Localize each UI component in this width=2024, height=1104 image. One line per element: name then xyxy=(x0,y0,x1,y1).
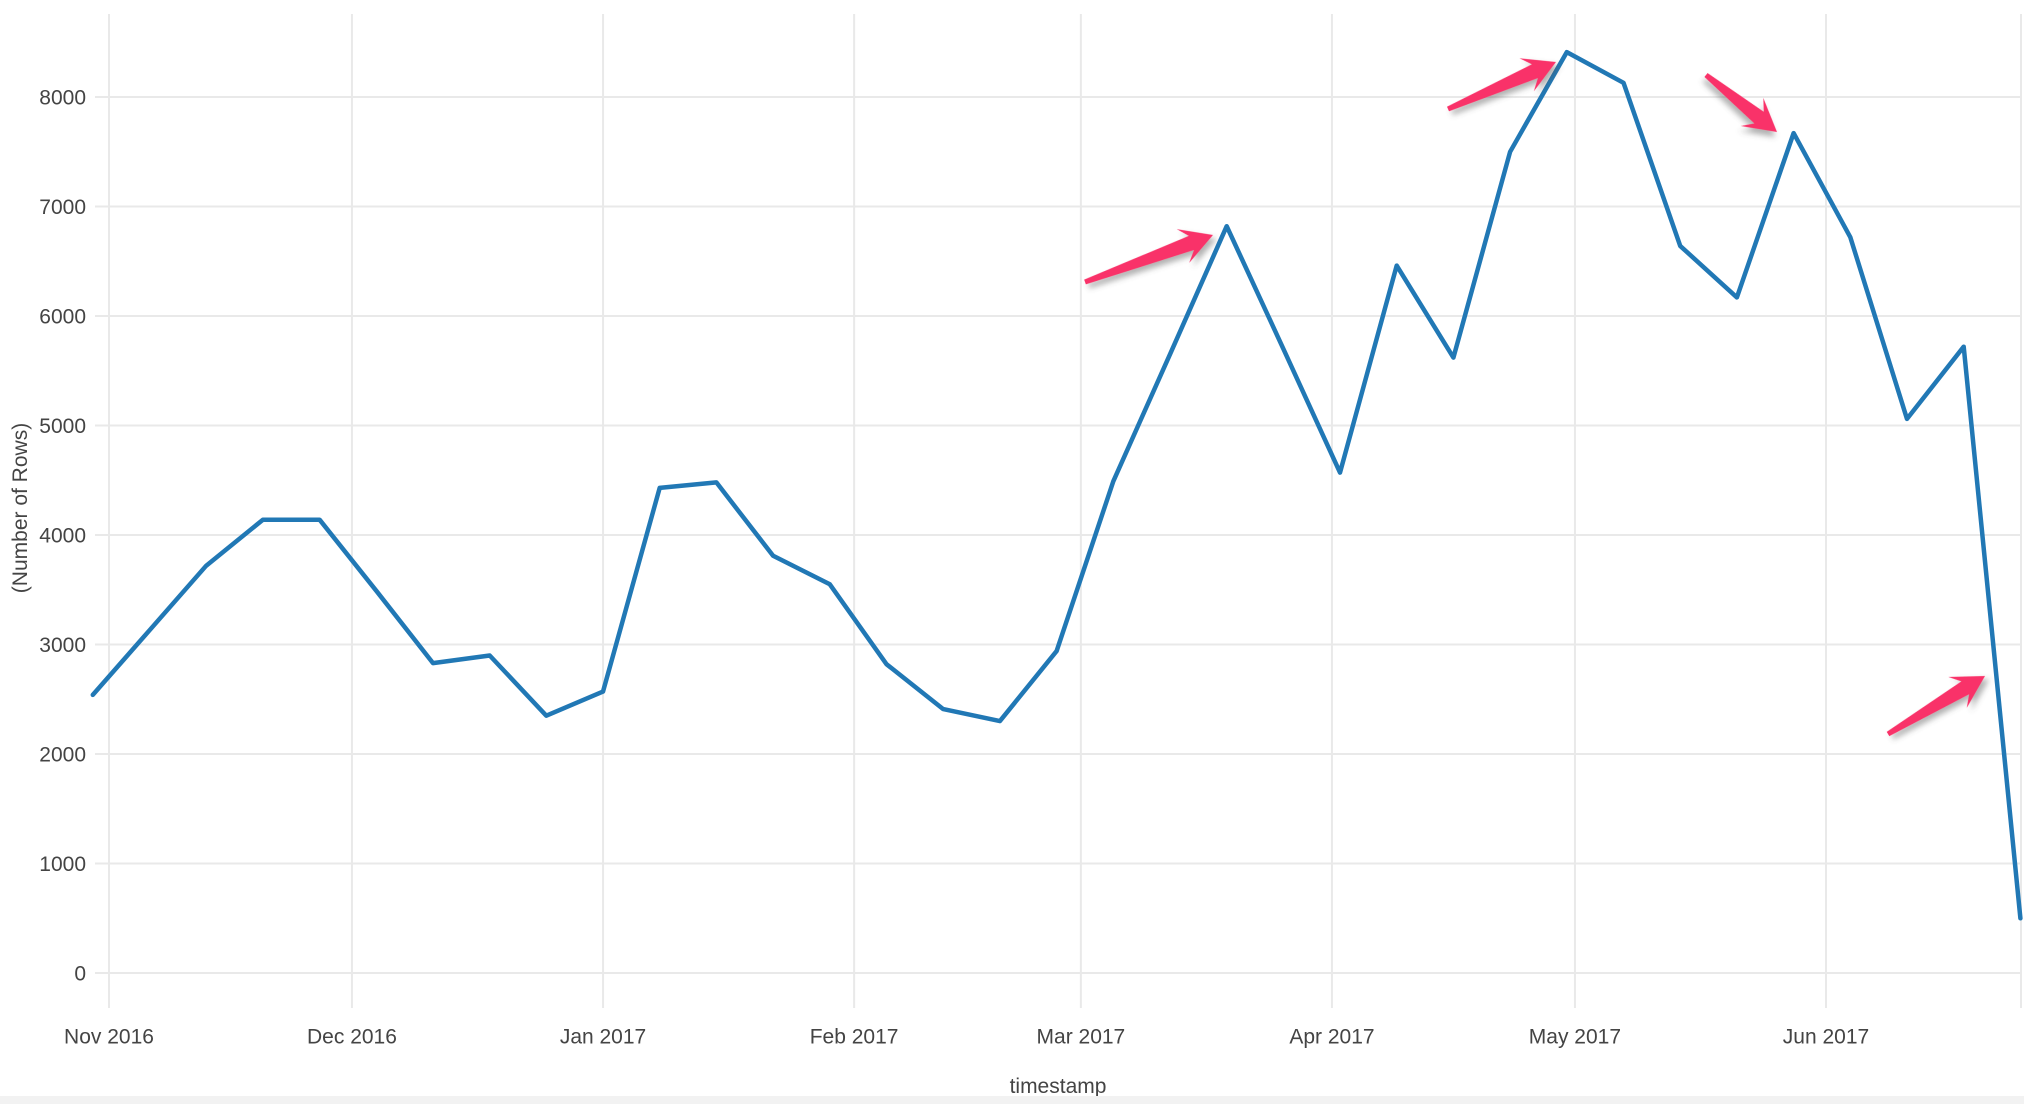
x-tick-label: Nov 2016 xyxy=(64,1025,154,1048)
axis-tick-labels: 0 1000 2000 3000 4000 5000 6000 7000 8000 Nov 201… xyxy=(39,86,1869,1048)
y-tick-label: 7000 xyxy=(39,196,86,219)
y-tick-label: 0 xyxy=(74,962,86,985)
x-tick-label: Apr 2017 xyxy=(1289,1025,1374,1048)
gridlines xyxy=(95,14,2022,1008)
x-axis-title: timestamp xyxy=(1010,1075,1107,1098)
window-bottom-edge xyxy=(0,1096,2024,1104)
y-axis-title: (Number of Rows) xyxy=(9,423,32,593)
y-tick-label: 1000 xyxy=(39,853,86,876)
y-tick-label: 6000 xyxy=(39,305,86,328)
x-tick-label: Jan 2017 xyxy=(560,1025,646,1048)
x-tick-label: Jun 2017 xyxy=(1783,1025,1869,1048)
y-tick-label: 3000 xyxy=(39,634,86,657)
data-line xyxy=(90,49,2023,921)
y-tick-label: 8000 xyxy=(39,86,86,109)
arrow-2 xyxy=(1447,58,1557,112)
arrow-1 xyxy=(1084,229,1213,285)
x-tick-label: May 2017 xyxy=(1529,1025,1621,1048)
x-tick-label: Feb 2017 xyxy=(810,1025,899,1048)
y-tick-label: 2000 xyxy=(39,743,86,766)
arrow-4 xyxy=(1886,675,1986,737)
x-tick-label: Mar 2017 xyxy=(1037,1025,1126,1048)
arrow-3 xyxy=(1704,73,1777,132)
annotation-arrows xyxy=(1084,58,1986,737)
data-series xyxy=(90,49,2023,921)
x-tick-label: Dec 2016 xyxy=(307,1025,397,1048)
y-tick-label: 4000 xyxy=(39,524,86,547)
y-tick-label: 5000 xyxy=(39,415,86,438)
